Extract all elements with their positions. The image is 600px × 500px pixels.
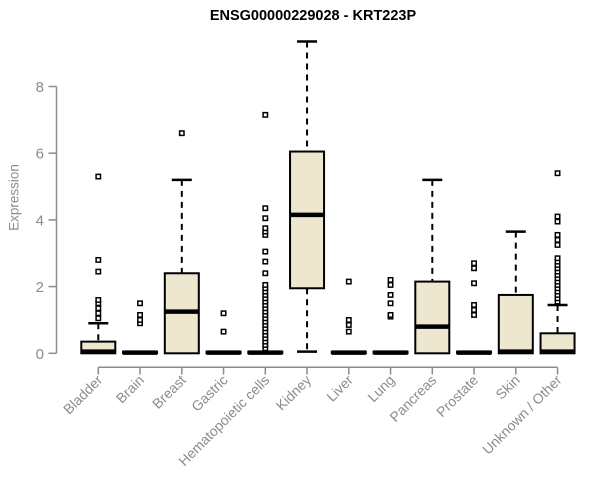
outlier-point [345,328,352,335]
outlier-point [387,276,394,283]
outlier-point [95,296,102,303]
outlier-point [262,225,269,232]
chart-title: ENSG00000229028 - KRT223P [209,8,417,24]
category-label: Liver [323,372,356,405]
outlier-point [95,256,102,263]
y-tick-label: 6 [36,146,44,163]
category-label: Lung [364,372,397,405]
outlier-point [554,170,561,177]
category-label: Brain [113,372,147,406]
category-label: Skin [492,372,523,403]
outlier-point [471,260,478,267]
category-label: Bladder [60,372,106,418]
category-label: Breast [149,372,189,412]
outlier-point [387,281,394,288]
outlier-point [387,300,394,307]
outlier-point [95,268,102,275]
outlier-point [262,281,269,288]
y-tick-label: 4 [36,212,44,229]
outlier-point [471,301,478,308]
outlier-point [471,311,478,318]
category-label: Prostate [433,372,481,420]
outlier-point [137,300,144,307]
outlier-point [554,236,561,243]
outlier-point [220,328,227,335]
outlier-point [554,213,561,220]
outlier-point [554,255,561,262]
box-rect [497,293,534,355]
y-tick-label: 0 [36,346,44,363]
outlier-point [137,317,144,323]
outlier-point [471,265,478,272]
outlier-point [137,311,144,318]
outlier-point [345,278,352,285]
outlier-point [262,270,269,277]
outlier-point [554,218,561,225]
outlier-point [345,317,352,323]
outlier-point [345,322,352,328]
category-label: Unknown / Other [479,372,565,458]
outlier-point [387,311,394,318]
outlier-point [471,306,478,313]
outlier-point [262,111,269,118]
outlier-point [262,215,269,222]
outlier-point [262,248,269,255]
outlier-point [471,280,478,287]
outlier-point [95,305,102,312]
outlier-point [95,315,102,322]
category-label: Kidney [273,372,315,414]
outlier-point [95,310,102,317]
outlier-point [262,258,269,265]
outlier-point [554,231,561,238]
outlier-point [95,173,102,180]
outlier-point [262,205,269,212]
outlier-point [554,241,561,248]
outlier-point [178,130,185,137]
box-rect [414,280,451,355]
outlier-point [220,310,227,317]
y-tick-label: 2 [36,279,44,296]
y-tick-label: 8 [36,79,44,96]
box-rect [289,150,326,290]
outlier-point [387,291,394,298]
